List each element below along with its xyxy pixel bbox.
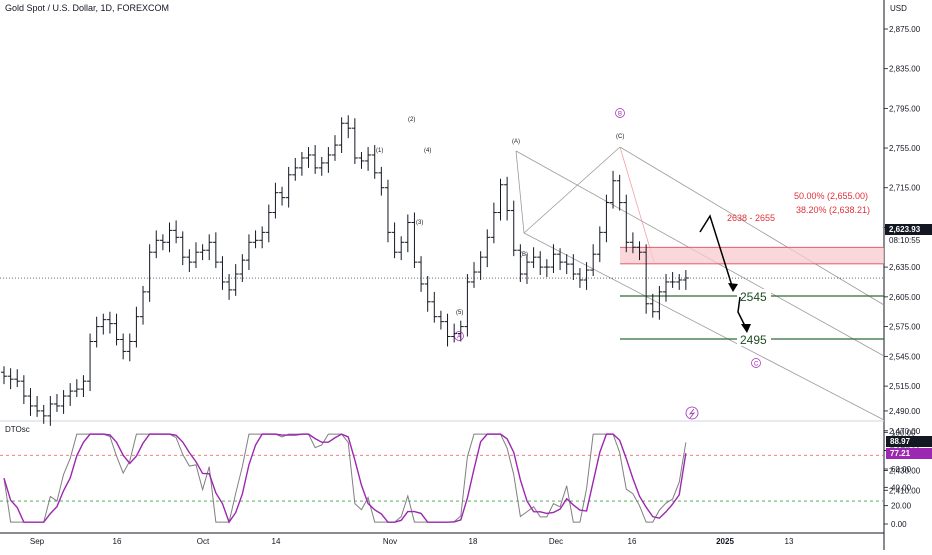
time-tick-label: Sep <box>30 537 45 546</box>
osc-slow-badge <box>886 448 932 459</box>
osc-tick-label: 40.00 <box>891 483 912 492</box>
wave-a-label: (A) <box>512 139 520 145</box>
projection-path <box>699 214 734 290</box>
osc-slow-line[interactable] <box>3 433 687 524</box>
last-price-badge <box>885 224 932 235</box>
wave-c-label: (C) <box>616 134 624 140</box>
time-tick-label: Oct <box>197 537 210 546</box>
wave-b-label: (B) <box>520 252 528 258</box>
channel-edge-1 <box>515 150 525 234</box>
target-2495-label: 2495 <box>740 333 767 347</box>
wave-4-label: (4) <box>424 148 431 154</box>
osc-fast-badge <box>886 436 932 447</box>
circle-c-label: C <box>754 362 759 368</box>
circle-b-icon <box>615 108 625 118</box>
wave-1-label: (1) <box>376 148 383 154</box>
osc-tick-label: 100.00 <box>891 428 916 437</box>
price-tick-label: 2,875.00 <box>889 25 921 34</box>
osc-tick-label: 60.00 <box>891 465 912 474</box>
lightning-bolt-icon <box>688 408 696 419</box>
target-2495-bg <box>737 332 771 346</box>
countdown-badge <box>885 235 932 245</box>
time-tick-label: 14 <box>272 537 281 546</box>
fib-zone-box[interactable] <box>620 247 884 264</box>
price-tick-label: 2,430.00 <box>889 466 921 475</box>
price-tick-label: 2,715.00 <box>889 184 921 193</box>
price-tick-label: 2,515.00 <box>889 382 921 391</box>
osc-tick-label: 20.00 <box>891 502 912 511</box>
time-tick-label: Dec <box>549 537 563 546</box>
resistance-zone-label: 2638 - 2655 <box>727 213 775 223</box>
price-tick-label: 2,835.00 <box>889 65 921 74</box>
fib-38-label: 38.20% (2,638.21) <box>796 205 870 215</box>
retracement-line <box>619 146 655 263</box>
wave-2-label: (2) <box>408 117 415 123</box>
time-tick-label: 2025 <box>716 537 734 546</box>
fib-zone[interactable]: 50.00% (2,655.00) 38.20% (2,638.21) 2638… <box>620 191 884 265</box>
osc-slow-value: 77.21 <box>890 449 911 458</box>
channel-mid-line[interactable] <box>619 146 885 306</box>
targets[interactable]: 2545 2495 <box>620 214 884 347</box>
currency-label[interactable]: USD <box>890 4 907 13</box>
time-tick-label: Nov <box>383 537 397 546</box>
arrow-head-2-icon <box>741 324 751 333</box>
circle-c-icon <box>751 358 761 368</box>
circle-a-label: A <box>457 335 461 341</box>
ohlc-bars[interactable] <box>1 115 689 426</box>
wave-labels: (1) (2) (3) (4) (5) (A) (B) (C) A B C <box>376 108 761 420</box>
time-tick-label: 13 <box>785 537 794 546</box>
channel-edge-2 <box>523 146 621 234</box>
circle-b-label: B <box>618 112 622 118</box>
osc-fast-line[interactable] <box>3 433 687 523</box>
price-tick-label: 2,490.00 <box>889 407 921 416</box>
last-price-value: 2,623.93 <box>889 225 921 234</box>
chart-title: Gold Spot / U.S. Dollar, 1D, FOREXCOM <box>5 3 170 13</box>
time-tick-label: 16 <box>628 537 637 546</box>
price-tick-label: 2,635.00 <box>889 263 921 272</box>
price-tick-label: 2,575.00 <box>889 323 921 332</box>
osc-tick-label: 0.00 <box>891 520 907 529</box>
oscillator-title: DTOsc <box>5 425 30 434</box>
price-tick-label: 2,795.00 <box>889 104 921 113</box>
channel-lower-line[interactable] <box>523 232 885 421</box>
circle-a-icon <box>454 331 464 341</box>
wave-5-label: (5) <box>456 310 463 316</box>
price-tick-label: 2,605.00 <box>889 293 921 302</box>
target-2545-bg <box>737 289 771 303</box>
price-tick-label: 2,470.00 <box>889 427 921 436</box>
time-tick-label: 16 <box>113 537 122 546</box>
osc-fast-value: 88.97 <box>890 437 911 446</box>
arrow-head-1-icon <box>728 283 738 292</box>
target-2545-label: 2545 <box>740 290 767 304</box>
fib-50-label: 50.00% (2,655.00) <box>794 191 868 201</box>
price-tick-label: 2,755.00 <box>889 144 921 153</box>
price-tick-label: 2,410.00 <box>889 486 921 495</box>
countdown-value: 08:10:55 <box>889 236 921 245</box>
lightning-icon[interactable] <box>685 406 699 420</box>
price-tick-label: 2,545.00 <box>889 352 921 361</box>
wave-3-label: (3) <box>416 220 423 226</box>
projection-path-2 <box>737 296 747 329</box>
time-tick-label: 18 <box>469 537 478 546</box>
